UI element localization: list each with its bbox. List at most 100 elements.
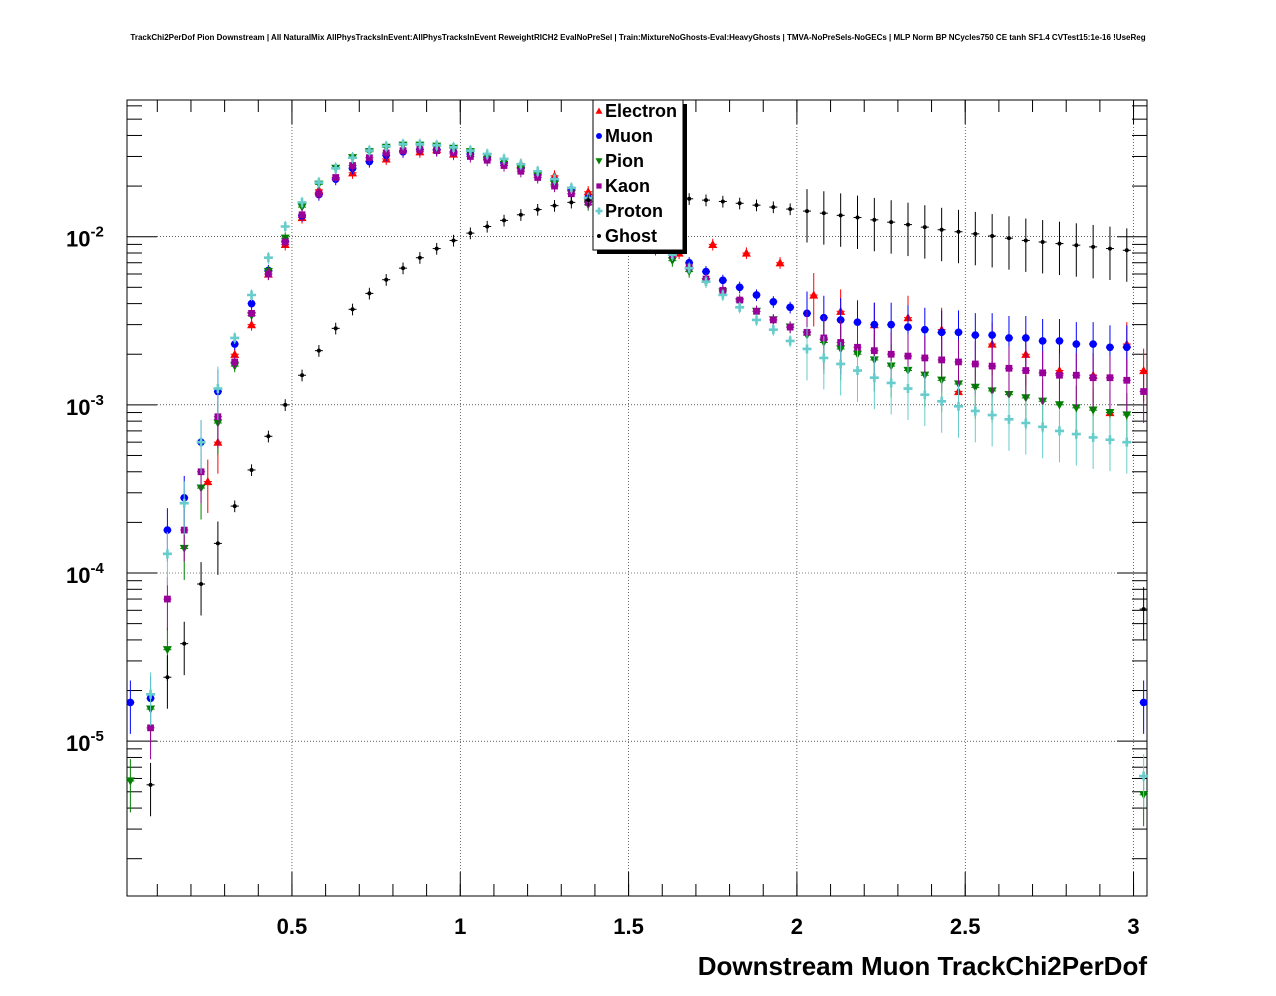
data-point — [298, 211, 306, 219]
data-point — [432, 140, 442, 150]
data-point — [802, 344, 812, 354]
data-point — [786, 323, 794, 331]
data-point — [316, 348, 321, 353]
data-point — [788, 207, 793, 212]
data-point — [333, 326, 338, 331]
data-point — [922, 225, 927, 230]
data-point — [331, 163, 341, 173]
data-point — [838, 213, 843, 218]
data-point — [990, 233, 995, 238]
data-point — [417, 255, 422, 260]
data-point — [230, 333, 240, 343]
x-tick-label: 0.5 — [277, 914, 308, 939]
data-point — [1006, 236, 1011, 241]
data-point — [348, 153, 358, 163]
legend-marker-kaon — [596, 183, 602, 189]
data-point — [1139, 771, 1149, 781]
data-point — [215, 541, 220, 546]
data-point — [332, 174, 340, 181]
data-point — [401, 266, 406, 271]
data-point — [752, 315, 762, 325]
data-point — [889, 220, 894, 225]
legend-marker-muon — [596, 133, 602, 139]
data-point — [904, 323, 912, 331]
data-point — [213, 384, 223, 394]
data-point — [937, 396, 947, 406]
data-point — [367, 291, 372, 296]
data-point — [263, 253, 273, 263]
data-point — [741, 248, 751, 257]
data-point — [126, 698, 135, 707]
data-point — [533, 166, 543, 176]
data-point — [1021, 334, 1030, 342]
data-point — [988, 362, 996, 370]
data-point — [870, 347, 878, 355]
legend-marker-electron — [595, 107, 603, 114]
legend-marker-pion — [595, 158, 603, 165]
data-point — [836, 316, 845, 324]
data-point — [147, 724, 154, 732]
data-point — [364, 146, 374, 156]
data-point — [753, 307, 760, 315]
data-point — [249, 467, 254, 472]
data-point — [667, 257, 677, 266]
data-point — [434, 246, 439, 251]
data-point — [854, 343, 861, 351]
x-tick-label: 2 — [791, 914, 803, 939]
data-point — [720, 199, 725, 204]
data-point — [887, 320, 895, 329]
data-point — [939, 227, 944, 232]
x-tick-label: 2.5 — [950, 914, 981, 939]
data-point — [836, 359, 846, 369]
y-tick-label: 10-3 — [66, 392, 104, 420]
legend: Electron Muon Pion Kaon Proton Ghost — [592, 99, 687, 254]
legend-label-ghost: Ghost — [605, 226, 657, 246]
data-point — [381, 141, 391, 151]
data-point — [905, 222, 910, 227]
data-point — [231, 358, 239, 366]
data-point — [886, 378, 896, 388]
data-point — [1071, 429, 1081, 439]
legend-box — [592, 99, 684, 251]
data-point — [1054, 426, 1064, 436]
data-point — [920, 390, 930, 400]
x-tick-label: 1 — [454, 914, 466, 939]
y-tick-label: 10-2 — [66, 224, 104, 252]
data-point — [1022, 367, 1030, 374]
data-point — [179, 498, 189, 508]
data-point — [199, 582, 204, 587]
data-point — [517, 167, 525, 175]
data-point — [887, 350, 895, 358]
legend-marker-ghost — [597, 234, 601, 238]
data-point — [852, 366, 862, 376]
data-point — [1088, 406, 1098, 415]
data-point — [280, 221, 290, 231]
data-point — [937, 328, 946, 337]
data-point — [805, 209, 809, 214]
data-point — [314, 178, 324, 188]
data-point — [265, 270, 272, 278]
data-point — [516, 159, 526, 169]
data-point — [702, 267, 710, 276]
data-point — [1122, 411, 1132, 420]
data-point — [921, 354, 929, 362]
data-point — [1057, 241, 1062, 246]
data-point — [819, 353, 829, 363]
x-axis-title: Downstream Muon TrackChi2PerDof — [698, 951, 1148, 981]
data-point — [775, 258, 785, 267]
data-point — [953, 401, 963, 411]
data-point — [162, 646, 172, 655]
data-point — [1107, 246, 1112, 251]
series-ghost — [146, 189, 1148, 817]
data-point — [769, 316, 777, 324]
legend-marker-proton — [595, 207, 603, 215]
data-point — [1039, 369, 1047, 377]
data-point — [552, 203, 557, 208]
data-point — [786, 303, 794, 312]
data-point — [1122, 343, 1131, 352]
data-point — [569, 200, 574, 205]
data-point — [583, 187, 593, 196]
data-point — [853, 318, 862, 327]
data-point — [300, 373, 305, 378]
